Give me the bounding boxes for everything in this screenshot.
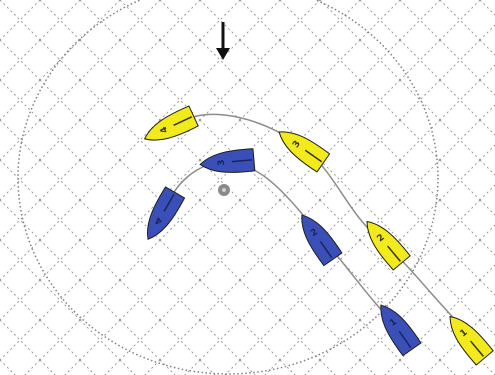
down-arrow-icon: [216, 22, 230, 60]
zone-circle: [17, 0, 439, 375]
yellow-boat-2: 2: [366, 220, 411, 271]
blue-boat-4-label: 4: [154, 214, 164, 226]
yellow-track: [174, 113, 471, 336]
yellow-boat-3: 3: [278, 131, 331, 173]
yellow-boat-3-label: 3: [291, 139, 303, 150]
blue-boat-1-label: 1: [388, 317, 399, 329]
blue-boat-2: 2: [301, 214, 343, 267]
blue-boat-3: 3: [199, 148, 256, 173]
yellow-boat-2-label: 2: [376, 233, 387, 245]
yellow-boat-1: 1: [449, 315, 494, 366]
yellow-boat-1-label: 1: [459, 328, 470, 340]
yellow-boat-4: 4: [143, 105, 199, 141]
blue-track: [164, 161, 401, 331]
circle-mark-icon: [218, 184, 230, 196]
blue-boat-3-label: 3: [217, 159, 228, 166]
yellow-boat-4-label: 4: [159, 125, 171, 135]
blue-boat-2-label: 2: [309, 227, 320, 239]
blue-boat-4: 4: [146, 186, 186, 240]
blue-boat-1: 1: [380, 304, 422, 357]
